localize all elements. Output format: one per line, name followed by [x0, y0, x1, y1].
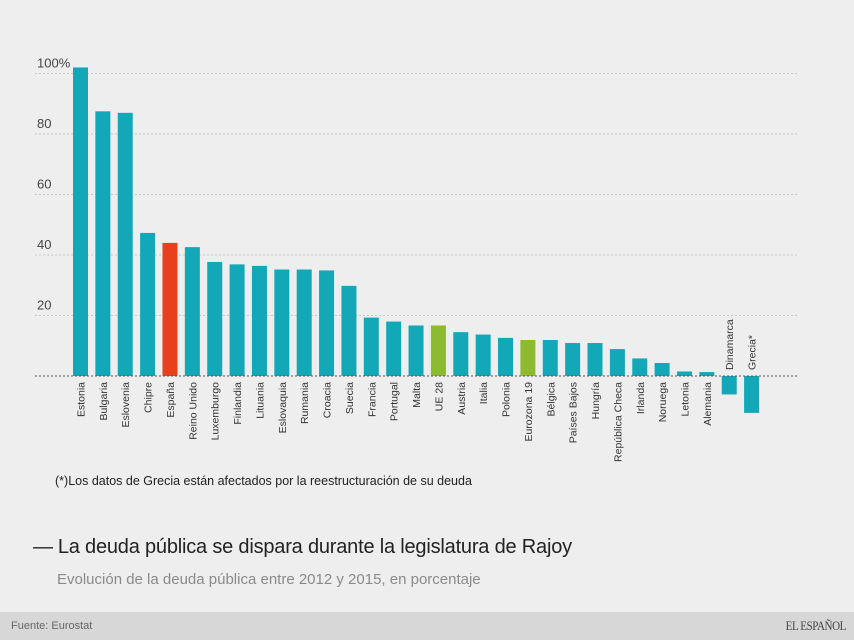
source-label: Fuente: Eurostat	[11, 620, 93, 632]
gridlines	[35, 73, 797, 316]
y-tick-label: 20	[37, 298, 51, 313]
chart-title-block: — La deuda pública se dispara durante la …	[33, 536, 572, 559]
x-tick-label: Alemania	[702, 382, 714, 426]
bars	[73, 67, 760, 413]
bar-noruega	[654, 362, 670, 376]
brand-logo: EL ESPAÑOL	[785, 618, 847, 633]
x-tick-label: Rumania	[299, 382, 311, 424]
x-tick-label: Francia	[366, 382, 378, 417]
x-tick-label: Eslovaquia	[277, 382, 289, 434]
x-tick-label: Bélgica	[545, 382, 557, 417]
x-tick-label: Italia	[478, 382, 490, 404]
x-tick-label: Eslovenia	[120, 382, 132, 428]
x-tick-label: Portugal	[389, 382, 401, 421]
bar-letonia	[676, 371, 692, 376]
chart-footnote: (*)Los datos de Grecia están afectados p…	[55, 474, 472, 488]
y-tick-label: 40	[37, 237, 51, 252]
x-tick-label: Reino Unido	[187, 382, 199, 440]
chart-subtitle: Evolución de la deuda pública entre 2012…	[57, 571, 481, 588]
bar-república-checa	[609, 349, 625, 376]
x-tick-label: Austria	[456, 382, 468, 415]
bar-francia	[363, 317, 379, 376]
bar-reino-unido	[184, 247, 200, 376]
y-tick-label: 80	[37, 116, 51, 131]
chart-title: La deuda pública se dispara durante la l…	[57, 536, 572, 558]
bar-portugal	[386, 321, 402, 376]
x-tick-label: Chipre	[143, 382, 155, 413]
x-tick-label: Dinamarca	[724, 319, 736, 370]
y-axis-ticks: 100% 80 60 40 20	[37, 56, 71, 313]
bar-lituania	[251, 265, 267, 376]
bar-finlandia	[229, 264, 245, 376]
bar-polonia	[498, 337, 514, 376]
bar-bélgica	[542, 340, 558, 376]
x-tick-label: España	[165, 382, 177, 418]
bar-italia	[475, 334, 491, 376]
x-tick-label: Estonia	[76, 382, 88, 417]
x-tick-label: Croacia	[322, 382, 334, 418]
bar-luxemburgo	[207, 261, 223, 376]
x-tick-label: Hungría	[590, 382, 602, 420]
x-tick-label: Eurozona 19	[523, 382, 535, 442]
bar-alemania	[699, 372, 715, 376]
x-tick-label: Bulgaria	[98, 382, 110, 421]
x-tick-label: Grecia*	[747, 335, 759, 370]
x-tick-label: Países Bajos	[568, 382, 580, 443]
x-tick-label: Polonia	[501, 382, 513, 417]
bar-estonia	[73, 67, 88, 376]
bar-grecia-	[744, 376, 760, 413]
x-tick-label: Malta	[411, 382, 423, 408]
bar-chipre	[140, 232, 156, 376]
footer-bar: Fuente: Eurostat EL ESPAÑOL	[0, 612, 854, 640]
bar-hungría	[587, 343, 603, 376]
bar-eurozona-19	[520, 340, 536, 376]
x-tick-label: Noruega	[657, 382, 669, 422]
x-tick-label: Finlandia	[232, 382, 244, 425]
bar-eslovenia	[117, 112, 133, 376]
bar-países-bajos	[565, 343, 581, 376]
y-tick-label: 100%	[37, 56, 71, 71]
bar-suecia	[341, 285, 357, 376]
bar-malta	[408, 325, 424, 376]
x-tick-label: República Checa	[612, 382, 624, 462]
x-tick-label: Irlanda	[635, 382, 647, 414]
x-tick-label: Suecia	[344, 382, 356, 414]
y-tick-label: 60	[37, 177, 51, 192]
bar-chart: 100% 80 60 40 20 Estonia Bulgaria Eslovenia Chi…	[35, 56, 797, 462]
x-tick-label: Lituania	[254, 382, 266, 419]
x-axis-labels: Estonia Bulgaria Eslovenia Chipre España Rein…	[76, 319, 759, 462]
bar-rumania	[296, 269, 312, 376]
bar-bulgaria	[95, 111, 111, 376]
bar-eslovaquia	[274, 269, 290, 376]
bar-españa	[162, 242, 178, 376]
title-dash: —	[33, 536, 53, 558]
bar-austria	[453, 332, 469, 376]
bar-dinamarca	[721, 376, 737, 395]
x-tick-label: UE 28	[433, 382, 445, 411]
x-tick-label: Luxemburgo	[210, 382, 222, 441]
bar-ue-28	[430, 325, 446, 376]
x-tick-label: Letonia	[679, 382, 691, 417]
bar-croacia	[319, 270, 335, 376]
bar-irlanda	[632, 358, 648, 376]
